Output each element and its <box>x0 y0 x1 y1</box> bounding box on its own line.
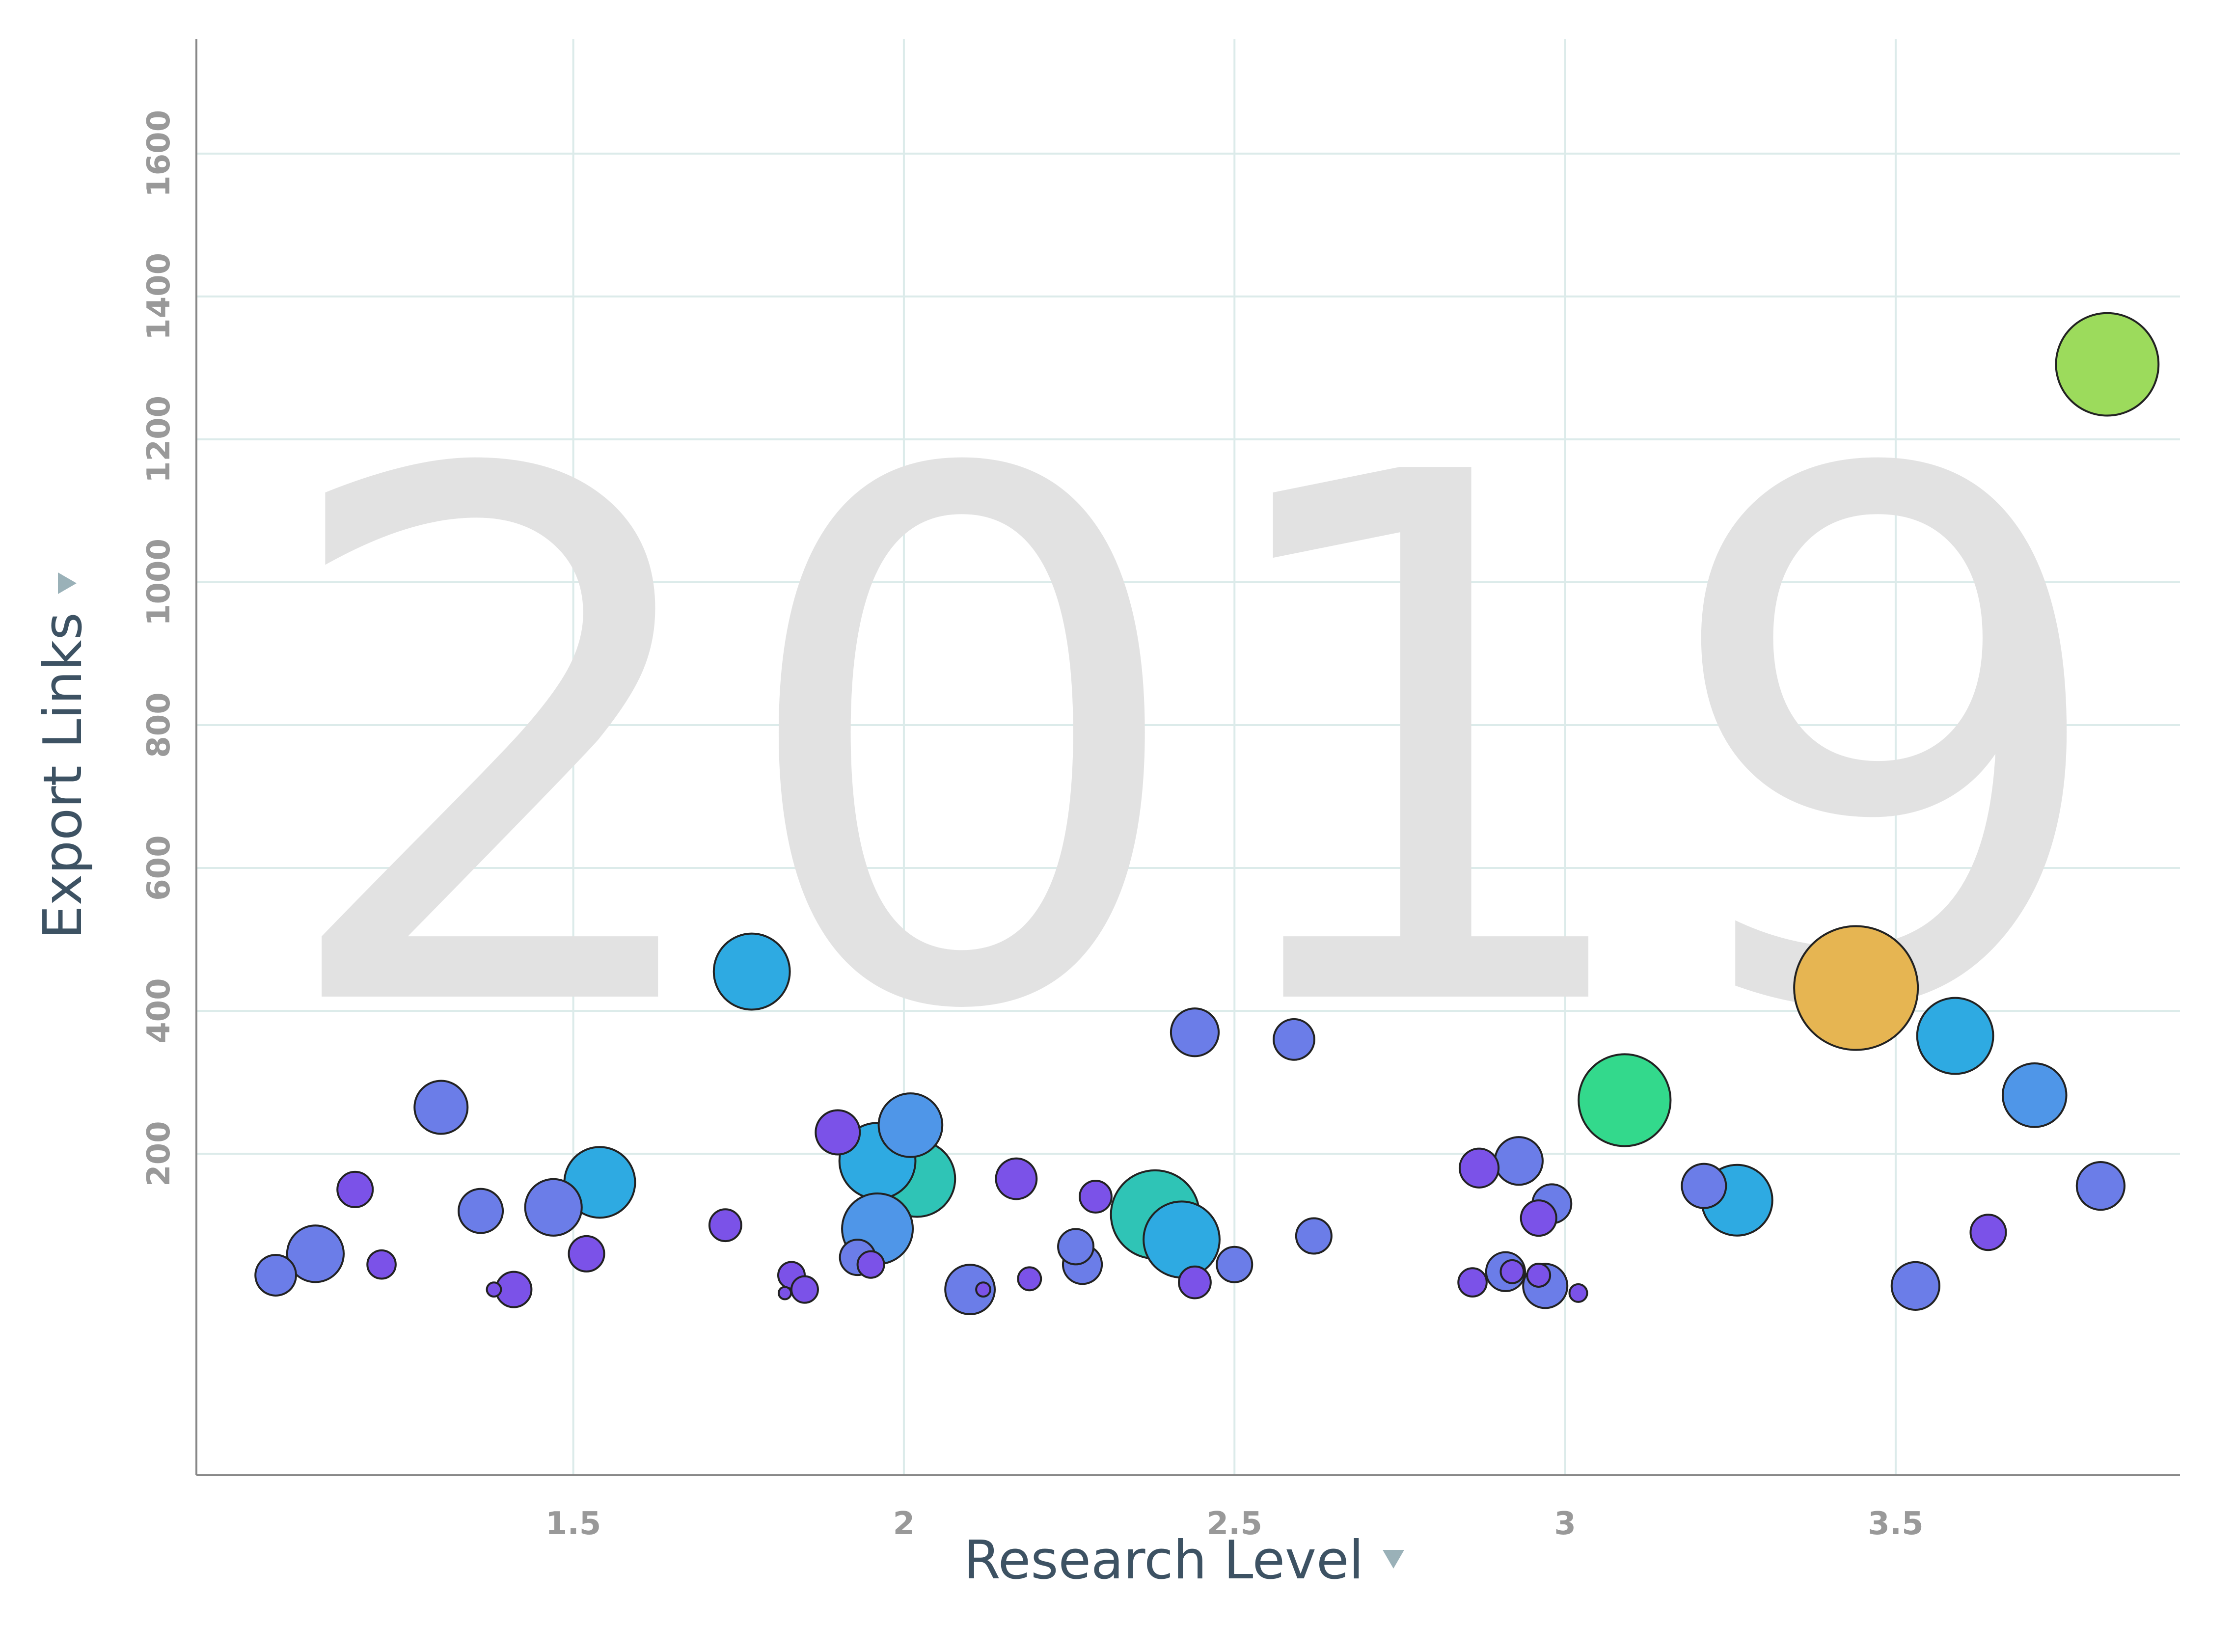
data-bubble[interactable] <box>1969 1214 2007 1251</box>
data-bubble[interactable] <box>1568 1283 1588 1303</box>
data-bubble[interactable] <box>1017 1266 1042 1292</box>
data-bubble[interactable] <box>1178 1265 1212 1300</box>
data-bubble[interactable] <box>995 1157 1038 1200</box>
y-axis-title-group[interactable]: Export Links <box>32 572 94 939</box>
data-bubble[interactable] <box>1057 1228 1095 1266</box>
data-bubble[interactable] <box>856 1250 885 1279</box>
data-bubble[interactable] <box>2075 1161 2125 1211</box>
data-bubble[interactable] <box>336 1170 374 1208</box>
x-axis-dropdown-icon[interactable] <box>1383 1550 1404 1569</box>
data-bubble[interactable] <box>1457 1267 1488 1298</box>
data-bubble[interactable] <box>1526 1263 1552 1288</box>
data-bubble[interactable] <box>366 1249 397 1280</box>
data-bubble[interactable] <box>1494 1136 1544 1186</box>
y-tick-labels: 200 400 600 800 1000 1200 1400 1600 <box>141 110 177 1187</box>
data-bubble[interactable] <box>568 1235 605 1273</box>
data-bubble[interactable] <box>777 1286 792 1300</box>
data-bubble[interactable] <box>458 1188 504 1234</box>
y-tick-label: 1400 <box>141 253 177 340</box>
data-bubble[interactable] <box>413 1080 469 1135</box>
y-tick-label: 600 <box>141 835 177 901</box>
x-tick-label: 1.5 <box>545 1506 601 1542</box>
data-bubble[interactable] <box>975 1281 991 1298</box>
data-bubble[interactable] <box>1170 1007 1220 1057</box>
x-tick-label: 3 <box>1554 1506 1576 1542</box>
data-bubble[interactable] <box>944 1264 996 1316</box>
y-tick-label: 1000 <box>141 539 177 626</box>
x-tick-label: 2 <box>893 1506 915 1542</box>
y-axis-title[interactable]: Export Links <box>32 612 94 939</box>
y-axis-dropdown-icon[interactable] <box>58 572 77 594</box>
x-axis-title-group[interactable]: Research Level <box>964 1530 1404 1591</box>
data-bubble[interactable] <box>1295 1217 1333 1255</box>
y-tick-label: 1600 <box>141 110 177 197</box>
data-bubble[interactable] <box>2055 312 2160 417</box>
data-bubble[interactable] <box>286 1224 345 1283</box>
data-bubble[interactable] <box>1143 1200 1221 1279</box>
data-bubble[interactable] <box>2001 1062 2068 1128</box>
data-bubble[interactable] <box>815 1109 861 1156</box>
data-bubble[interactable] <box>486 1281 502 1298</box>
data-bubble[interactable] <box>254 1254 297 1297</box>
y-tick-label: 400 <box>141 978 177 1044</box>
data-bubble[interactable] <box>1079 1180 1113 1214</box>
data-bubble[interactable] <box>877 1092 944 1158</box>
x-tick-label: 3.5 <box>1868 1506 1923 1542</box>
data-bubble[interactable] <box>1458 1147 1500 1189</box>
data-bubble[interactable] <box>1520 1199 1557 1237</box>
data-bubble[interactable] <box>1793 925 1919 1051</box>
y-tick-label: 800 <box>141 692 177 758</box>
data-bubble[interactable] <box>1273 1018 1315 1061</box>
x-axis-title[interactable]: Research Level <box>964 1530 1364 1591</box>
data-bubble[interactable] <box>1890 1261 1940 1311</box>
data-bubble[interactable] <box>1499 1259 1525 1284</box>
data-bubble[interactable] <box>524 1178 583 1237</box>
grid-lines <box>196 39 2180 1475</box>
x-tick-labels: 1.5 2 2.5 3 3.5 <box>545 1506 1924 1542</box>
data-bubble[interactable] <box>712 932 791 1011</box>
data-bubble[interactable] <box>790 1275 819 1304</box>
y-tick-label: 1200 <box>141 396 177 483</box>
data-bubble[interactable] <box>1216 1246 1253 1283</box>
data-bubble[interactable] <box>1916 997 1994 1075</box>
data-bubble[interactable] <box>1578 1053 1672 1147</box>
y-tick-label: 200 <box>141 1121 177 1187</box>
axes <box>195 39 2180 1476</box>
x-tick-label: 2.5 <box>1207 1506 1262 1542</box>
bubbles <box>254 312 2160 1316</box>
data-bubble[interactable] <box>1681 1163 1727 1209</box>
data-bubble[interactable] <box>708 1208 742 1243</box>
